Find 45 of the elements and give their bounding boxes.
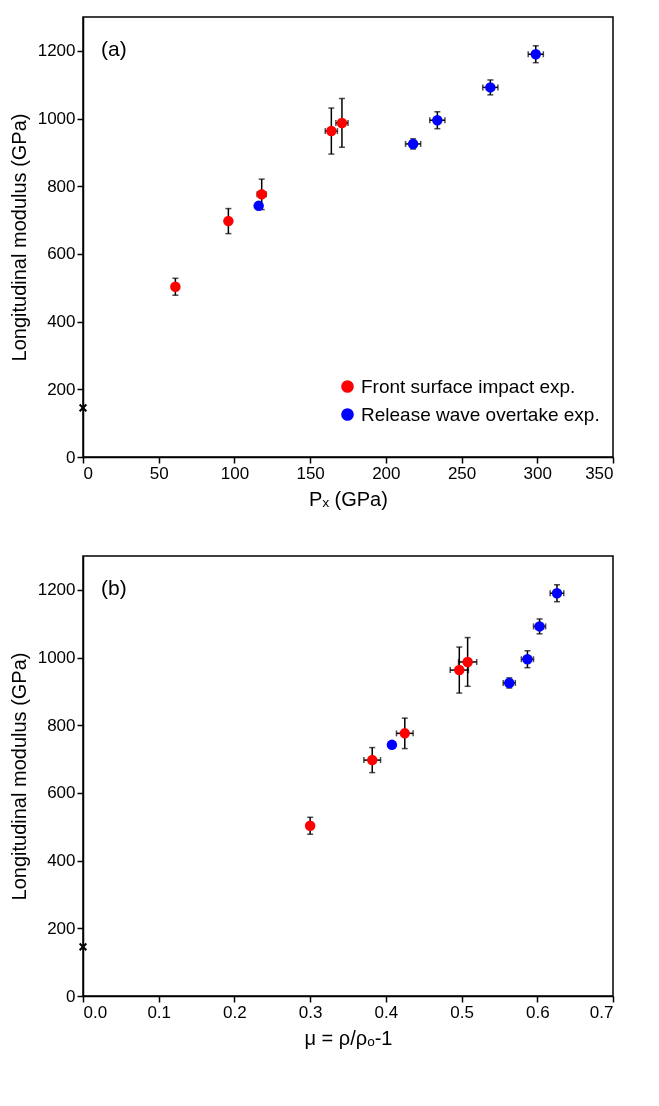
y-tick-label: 800 — [47, 176, 76, 196]
x-tick-label: 0.7 — [589, 1002, 614, 1022]
y-tick-label: 0 — [66, 447, 76, 467]
x-tick-label: 0.0 — [83, 1002, 108, 1022]
x-tick-label: 50 — [149, 463, 169, 483]
x-axis-title: Pₓ (GPa) — [309, 487, 388, 510]
x-tick-label: 0.4 — [374, 1002, 399, 1022]
y-tick-label: 400 — [47, 312, 76, 332]
point — [223, 215, 234, 227]
point — [170, 281, 181, 292]
y-tick-label: 0 — [66, 986, 76, 1006]
x-tick-label: 0.5 — [450, 1002, 474, 1022]
y-tick-label: 600 — [47, 783, 76, 803]
y-tick-label: 1200 — [37, 41, 76, 61]
point — [253, 200, 264, 212]
y-axis-title: Longitudinal modulus (GPa) — [7, 113, 30, 362]
y-tick-label: 1000 — [37, 109, 76, 129]
x-tick-label: 0.2 — [223, 1002, 247, 1022]
point — [530, 49, 542, 60]
point — [78, 403, 88, 413]
y-tick-label: 400 — [47, 851, 76, 871]
x-tick-label: 250 — [447, 463, 477, 483]
x-tick-label: 0.1 — [147, 1002, 172, 1022]
y-axis-title: Longitudinal modulus (GPa) — [7, 652, 30, 901]
x-axis-title: μ = ρ/ρₒ-1 — [304, 1026, 393, 1049]
x-tick-label: 0 — [83, 463, 93, 483]
x-tick-label: 200 — [372, 463, 401, 483]
x-tick-label: 150 — [296, 463, 325, 483]
x-tick-label: 350 — [585, 463, 614, 483]
annotation: (a) — [101, 37, 127, 60]
point — [326, 125, 337, 137]
annotation: (b) — [101, 576, 127, 599]
point — [336, 117, 348, 129]
x-tick-label: 100 — [220, 463, 250, 483]
y-tick-label: 1000 — [37, 648, 76, 668]
y-tick-label: 1200 — [37, 580, 76, 600]
y-tick-label: 200 — [47, 379, 76, 399]
x-tick-label: 300 — [523, 463, 552, 483]
y-tick-label: 600 — [47, 244, 76, 264]
legend-label: Front surface impact exp. — [361, 375, 576, 397]
y-tick-label: 800 — [47, 715, 76, 735]
x-tick-label: 0.6 — [525, 1002, 550, 1022]
y-tick-label: 200 — [47, 918, 76, 938]
x-tick-label: 0.3 — [298, 1002, 323, 1022]
legend-label: Release wave overtake exp. — [361, 403, 600, 425]
